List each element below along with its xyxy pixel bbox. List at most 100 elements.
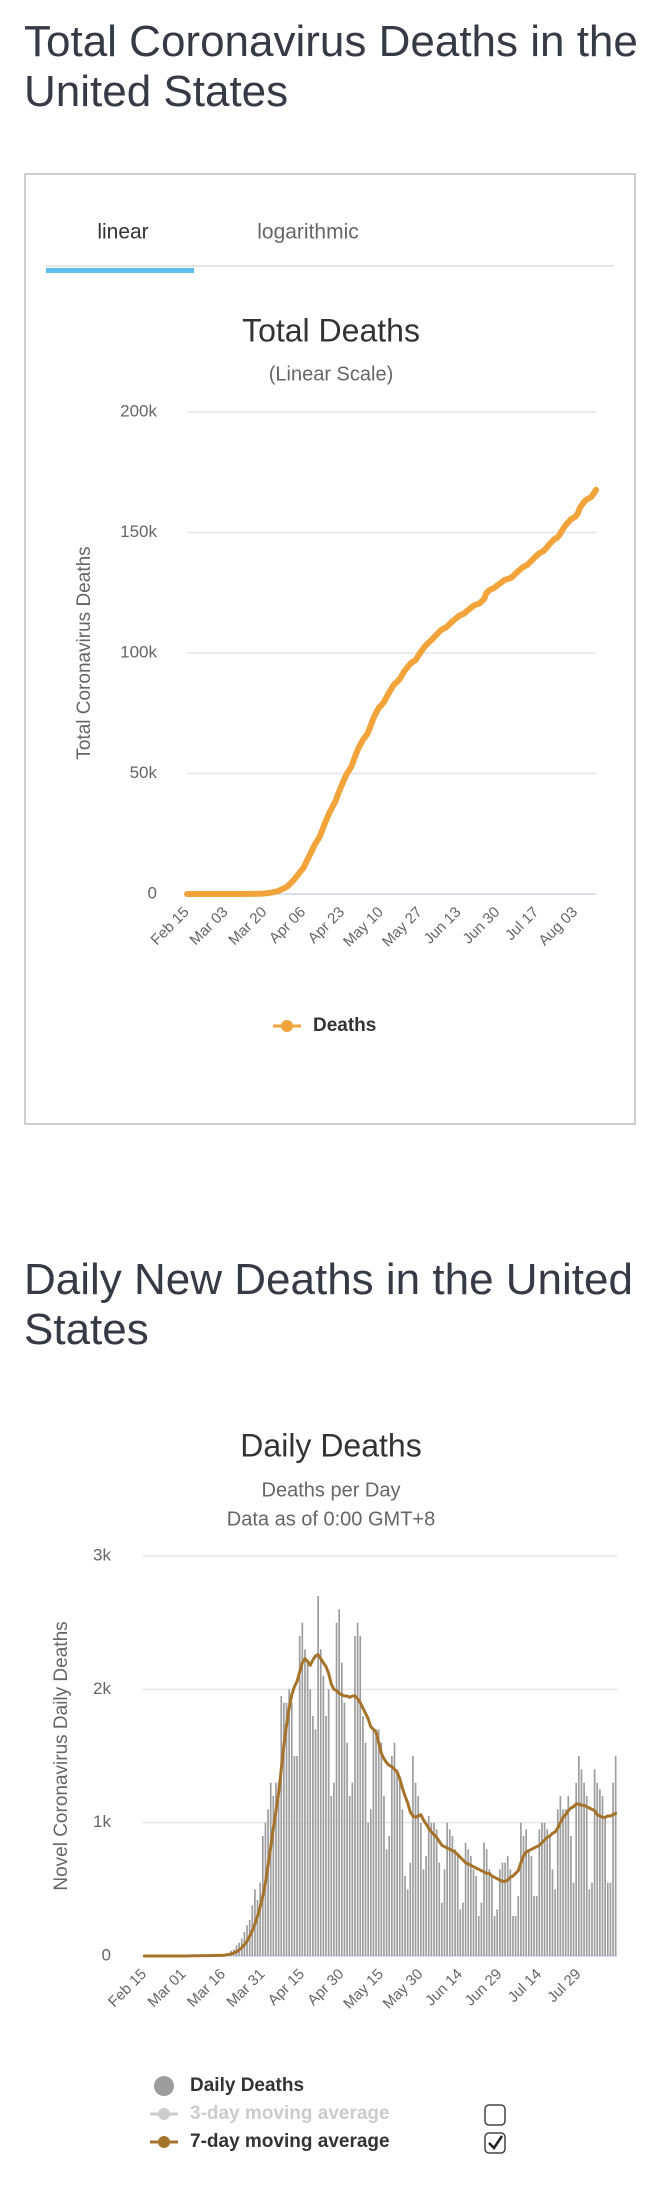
x-tick-label: Mar 01 [144, 1966, 189, 2011]
bar [372, 1729, 375, 1956]
x-tick-label: May 10 [340, 904, 387, 951]
bar [414, 1782, 417, 1956]
bar [562, 1809, 564, 1956]
bar [498, 1869, 501, 1956]
tab[interactable]: logarithmic [257, 221, 359, 244]
y-axis-label: Total Coronavirus Deaths [74, 546, 95, 759]
bar [391, 1756, 393, 1956]
y-tick-label: 2k [93, 1679, 111, 1698]
bar [470, 1856, 472, 1956]
x-tick-label: Aug 03 [535, 904, 581, 950]
bar [340, 1662, 343, 1956]
bar [585, 1796, 588, 1956]
bar [541, 1822, 543, 1956]
bar [259, 1882, 262, 1956]
chart-note: Data as of 0:00 GMT+8 [227, 1508, 435, 1530]
bar [512, 1916, 514, 1956]
bar [393, 1742, 396, 1956]
bar [319, 1649, 322, 1956]
bar [525, 1829, 527, 1956]
bar [383, 1796, 385, 1956]
bar [364, 1742, 367, 1956]
bar [298, 1636, 301, 1956]
chart-box [24, 173, 636, 1125]
bar [596, 1782, 599, 1956]
bar [317, 1596, 319, 1956]
bar [551, 1869, 554, 1956]
y-tick-label: 150k [120, 522, 157, 541]
heading: Daily New Deaths in the United States [24, 1255, 633, 1354]
bar [362, 1716, 364, 1956]
bar [443, 1869, 446, 1956]
bar [454, 1849, 456, 1956]
bar [435, 1829, 438, 1956]
legend-label: 7-day moving average [190, 2131, 390, 2152]
bar [520, 1822, 522, 1956]
checkmark[interactable] [488, 2135, 504, 2150]
bar [380, 1742, 383, 1956]
checkbox[interactable] [484, 2104, 506, 2126]
bar [417, 1796, 420, 1956]
bar [577, 1756, 580, 1956]
bar [406, 1889, 409, 1956]
chart-title: Total Deaths [242, 312, 420, 348]
x-tick-label: Jun 13 [421, 904, 465, 948]
bar [327, 1689, 330, 1956]
legend-label: 3-day moving average [190, 2103, 390, 2124]
bar [293, 1756, 296, 1956]
x-tick-label: May 15 [340, 1966, 387, 2013]
bar [325, 1716, 327, 1956]
bar [475, 1876, 477, 1956]
bar [348, 1796, 351, 1956]
tab[interactable]: linear [97, 221, 148, 244]
legend-marker [154, 2076, 174, 2096]
y-tick-label: 1k [93, 1812, 111, 1831]
data-line [184, 486, 599, 897]
bar [464, 1842, 467, 1956]
bar [275, 1782, 277, 1956]
bar [385, 1849, 388, 1956]
bar [546, 1829, 549, 1956]
x-tick-label: Feb 15 [105, 1966, 150, 2011]
x-tick-label: Mar 16 [184, 1966, 229, 2011]
data-line [142, 1653, 618, 1958]
bar [612, 1782, 614, 1956]
bar [559, 1796, 562, 1956]
bar [314, 1729, 317, 1956]
bar [509, 1869, 512, 1956]
bar [367, 1822, 369, 1956]
bar [333, 1782, 335, 1956]
bar [351, 1782, 354, 1956]
bar [346, 1742, 348, 1956]
bar [356, 1622, 359, 1956]
y-tick-label: 0 [148, 883, 157, 902]
bar [309, 1689, 312, 1956]
legend-marker [158, 2136, 170, 2148]
bar [462, 1902, 464, 1956]
legend-marker [158, 2108, 170, 2120]
bar [572, 1882, 575, 1956]
bar [593, 1769, 596, 1956]
bar [335, 1622, 338, 1956]
bar [496, 1909, 499, 1956]
bar [564, 1809, 567, 1956]
legend-label: Daily Deaths [190, 2075, 304, 2096]
x-tick-label: Mar 03 [186, 904, 231, 949]
bar [609, 1882, 612, 1956]
legend-label: Deaths [313, 1015, 376, 1036]
x-tick-label: Feb 15 [148, 904, 193, 949]
bar [485, 1849, 488, 1956]
bar [580, 1769, 583, 1956]
bar [504, 1862, 506, 1956]
bar [330, 1796, 333, 1956]
x-tick-label: Apr 06 [266, 904, 309, 947]
bar [530, 1856, 533, 1956]
bar [533, 1896, 535, 1956]
y-tick-label: 50k [130, 763, 158, 782]
bar [554, 1889, 556, 1956]
chart-subtitle: (Linear Scale) [269, 363, 394, 385]
bar [301, 1622, 304, 1956]
bar [488, 1869, 491, 1956]
bar [272, 1796, 275, 1956]
